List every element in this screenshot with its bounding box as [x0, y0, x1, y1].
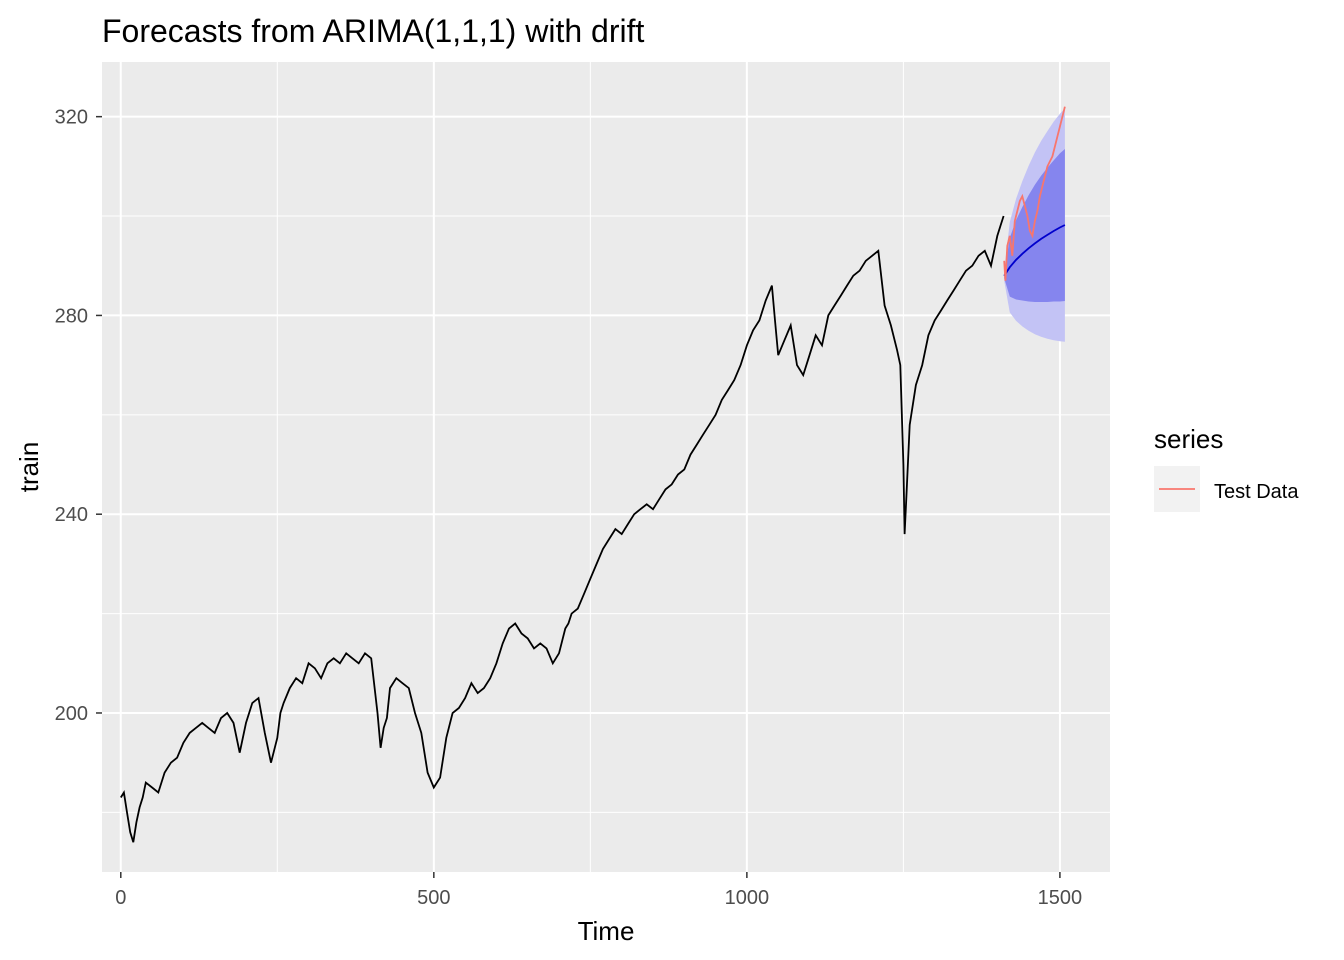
x-tick-label: 500	[417, 887, 450, 909]
x-axis-title: Time	[578, 916, 635, 946]
x-tick-label: 1000	[725, 887, 770, 909]
minor-gridlines	[102, 62, 1110, 872]
y-tick-label: 240	[55, 504, 88, 526]
x-tick-label: 1500	[1038, 887, 1083, 909]
train-series-line	[120, 215, 1005, 843]
x-tick-label: 0	[115, 887, 126, 909]
y-tick-label: 320	[55, 107, 88, 129]
x-axis-ticks: 0 500 1000 1500	[115, 872, 1082, 909]
forecast-mean-line	[1003, 224, 1066, 277]
legend-title: series	[1154, 424, 1223, 454]
chart-title: Forecasts from ARIMA(1,1,1) with drift	[102, 13, 644, 49]
legend-label-test-data: Test Data	[1214, 481, 1299, 503]
plot-panel	[102, 62, 1110, 872]
test-data-series-line	[1003, 106, 1066, 281]
y-tick-label: 200	[55, 703, 88, 725]
y-axis-title: train	[14, 442, 44, 493]
y-tick-label: 280	[55, 305, 88, 327]
y-axis-ticks: 200 240 280 320	[55, 107, 102, 725]
legend: series Test Data	[1154, 424, 1299, 512]
